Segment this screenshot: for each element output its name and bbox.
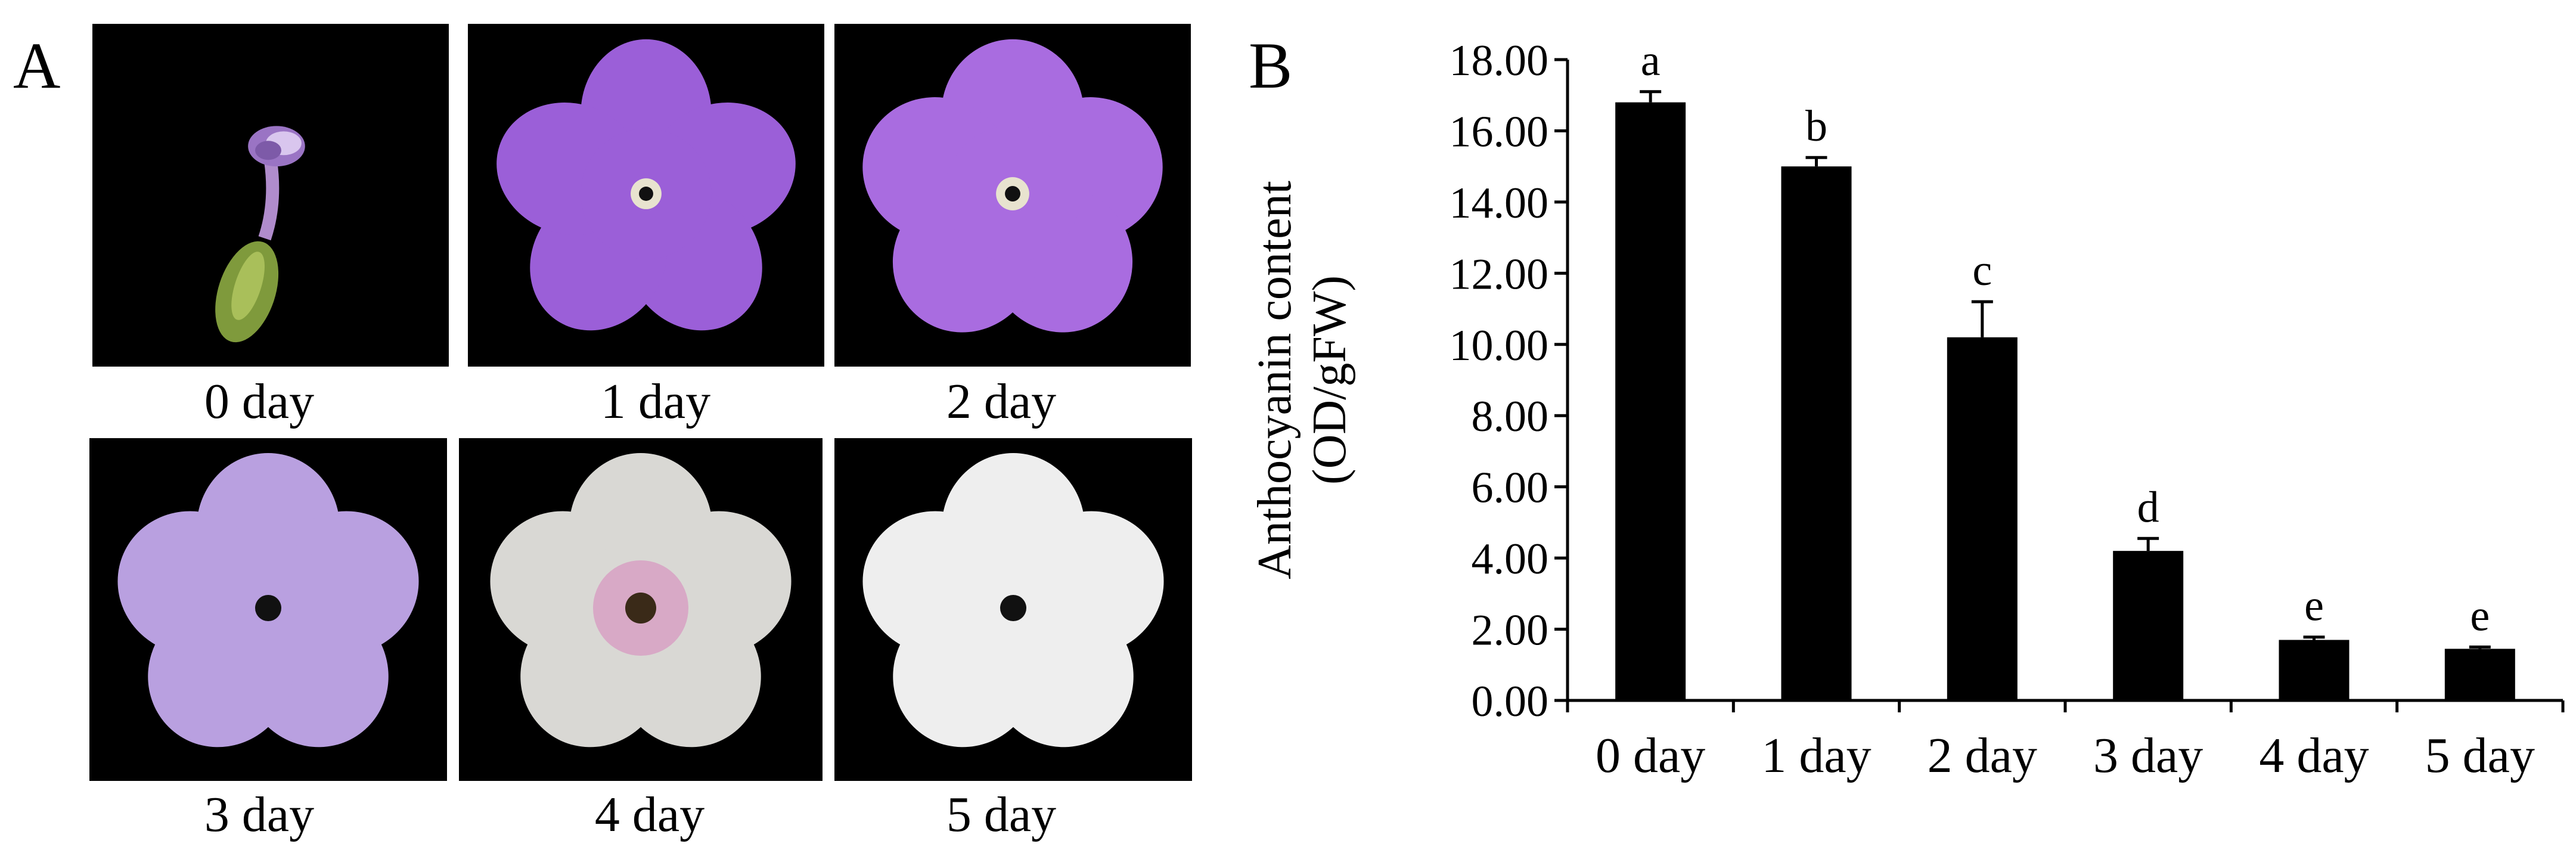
y-tick-label: 16.00 xyxy=(1450,107,1549,156)
y-tick-label: 0.00 xyxy=(1472,677,1549,726)
bar xyxy=(1947,337,2018,700)
y-axis-title-line: Anthocyanin content xyxy=(1249,181,1301,579)
bar xyxy=(2279,640,2350,700)
caption-day-4: 4 day xyxy=(594,787,705,842)
significance-letter: e xyxy=(2470,591,2490,640)
flower-photo-day-0 xyxy=(92,24,449,367)
panel-b-label: B xyxy=(1249,29,1293,102)
y-tick-label: 8.00 xyxy=(1472,392,1549,441)
y-axis-title-line: (OD/gFW) xyxy=(1303,275,1356,485)
significance-letter: e xyxy=(2304,582,2324,631)
y-tick-label: 14.00 xyxy=(1450,179,1549,228)
caption-day-5: 5 day xyxy=(946,787,1057,842)
x-tick-label: 4 day xyxy=(2259,728,2369,783)
y-tick-label: 2.00 xyxy=(1472,606,1549,655)
flower-photo-day-1 xyxy=(468,24,824,367)
x-tick-label: 0 day xyxy=(1596,728,1705,783)
flower-photo-day-2 xyxy=(834,24,1191,367)
flower-photo-day-4 xyxy=(459,438,823,781)
panel-a-label: A xyxy=(13,29,61,102)
significance-letter: d xyxy=(2137,483,2159,532)
significance-letter: b xyxy=(1805,102,1827,151)
caption-day-1: 1 day xyxy=(600,374,711,429)
x-tick-label: 3 day xyxy=(2093,728,2203,783)
x-axis-labels: 0 day 1 day 2 day 3 day 4 day 5 day xyxy=(1566,700,2565,783)
bar xyxy=(2113,551,2184,700)
caption-day-0: 0 day xyxy=(204,374,315,429)
bars: a b c d e e xyxy=(1615,36,2515,701)
y-tick-label: 4.00 xyxy=(1472,535,1549,584)
bar xyxy=(2444,649,2515,700)
x-tick-label: 5 day xyxy=(2425,728,2535,783)
anthocyanin-bar-chart: Anthocyanin content (OD/gFW) 0.00 2.00 4.00… xyxy=(1249,36,2565,783)
y-axis-label: Anthocyanin content (OD/gFW) xyxy=(1249,181,1356,579)
y-tick-label: 10.00 xyxy=(1450,321,1549,370)
x-tick-label: 1 day xyxy=(1761,728,1871,783)
flower-photo-day-5 xyxy=(834,438,1192,781)
flower-photo-day-3 xyxy=(89,438,447,781)
bar xyxy=(1781,166,1852,701)
caption-day-2: 2 day xyxy=(946,374,1057,429)
significance-letter: a xyxy=(1641,36,1661,85)
y-tick-label: 12.00 xyxy=(1450,250,1549,299)
caption-day-3: 3 day xyxy=(204,787,315,842)
significance-letter: c xyxy=(1972,246,1992,295)
x-tick-label: 2 day xyxy=(1928,728,2037,783)
y-tick-label: 18.00 xyxy=(1450,36,1549,85)
y-axis-ticks: 0.00 2.00 4.00 6.00 8.00 10.00 12.00 14.00 16.00… xyxy=(1450,36,1568,726)
y-tick-label: 6.00 xyxy=(1472,464,1549,513)
bar xyxy=(1615,102,1686,700)
